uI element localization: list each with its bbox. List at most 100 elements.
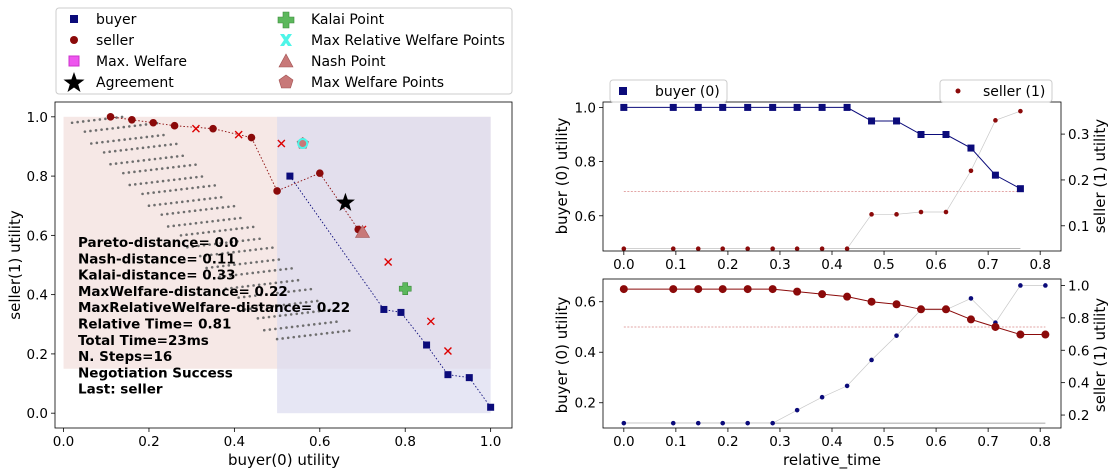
outcome-dot — [197, 198, 201, 202]
outcome-dot — [221, 264, 225, 268]
buyer-offer-point — [397, 308, 405, 316]
outcome-dot — [278, 314, 282, 318]
outcome-dot — [139, 123, 142, 127]
xtick-label: 0.6 — [925, 257, 946, 273]
left-xtick-label: 0.6 — [309, 434, 330, 450]
left-xtick-label: 0.8 — [394, 434, 415, 450]
stat-line: Kalai-distance= 0.33 — [78, 268, 236, 284]
buyer-utility-line — [623, 285, 1046, 424]
seller-utility-point — [621, 246, 627, 252]
left-ylabel: seller(1) utility — [6, 210, 24, 320]
seller-offer-point — [209, 124, 217, 133]
outcome-dot — [148, 158, 151, 161]
outcome-dot — [175, 201, 179, 204]
buyer-utility-point — [670, 420, 676, 426]
outcome-dot — [163, 143, 167, 147]
stat-line: Last: seller — [78, 382, 163, 398]
br-xlabel: relative_time — [783, 451, 881, 470]
seller-utility-point — [619, 285, 628, 294]
outcome-dot — [177, 165, 181, 168]
outcome-dot — [224, 241, 228, 244]
ytick-right-label: 0.6 — [1068, 343, 1089, 359]
outcome-dot — [142, 159, 146, 162]
outcome-dot — [227, 205, 230, 209]
outcome-dot — [158, 203, 162, 206]
outcome-dot — [156, 180, 159, 184]
buyer-utility-point — [744, 103, 752, 111]
outcome-dot — [233, 217, 237, 220]
outcome-dot — [329, 321, 333, 324]
outcome-dot — [109, 162, 112, 166]
outcome-dot — [259, 247, 263, 251]
outcome-dot — [156, 134, 160, 137]
outcome-dot — [153, 203, 156, 207]
outcome-dot — [81, 120, 85, 123]
outcome-dot — [215, 206, 219, 210]
outcome-dot — [94, 129, 98, 132]
outcome-dot — [151, 135, 154, 138]
outcome-dot — [281, 291, 285, 294]
outcome-dot — [185, 187, 189, 190]
outcome-dot — [229, 228, 233, 231]
rejected-offer-mark — [234, 130, 243, 139]
outcome-dot — [189, 176, 193, 180]
seller-utility-point — [1041, 330, 1050, 339]
outcome-dot — [105, 127, 109, 131]
utility-time-chart-bottom: 0.0 0.1 0.2 0.3 0.4 0.5 0.6 0.7 0.8 0.2 0.4 0.6 0.2 0… — [553, 278, 1109, 470]
outcome-dot — [181, 154, 185, 158]
outcome-dot — [144, 169, 147, 172]
outcome-dot — [273, 315, 276, 318]
outcome-dot — [219, 242, 223, 245]
outcome-dot — [235, 227, 238, 231]
left-ytick-label: 0.8 — [27, 169, 48, 185]
outcome-dot — [201, 231, 205, 235]
left-xtick-label: 0.4 — [224, 434, 245, 450]
outcome-dot — [133, 170, 136, 174]
outcome-dot — [307, 323, 310, 327]
outcome-dot — [260, 260, 264, 263]
outcome-dot — [119, 149, 123, 152]
left-ytick-label: 0.4 — [27, 288, 48, 304]
buyer-utility-point — [719, 103, 727, 111]
outcome-dot — [76, 120, 79, 124]
outcome-dot — [210, 207, 214, 211]
tr-legend-seller-label: seller (1) — [983, 84, 1045, 100]
outcome-dot — [210, 253, 213, 257]
outcome-dot — [291, 279, 294, 283]
outcome-dot — [145, 181, 148, 185]
outcome-dot — [123, 138, 126, 141]
outcome-dot — [312, 323, 316, 326]
seller-utility-point — [892, 300, 901, 309]
outcome-dot — [292, 335, 296, 339]
xtick-label: 0.4 — [821, 257, 842, 273]
seller-utility-point — [720, 246, 726, 252]
outcome-dot — [218, 229, 222, 233]
buyer-utility-point — [694, 103, 702, 111]
seller-utility-point — [695, 246, 701, 252]
outcome-dot — [213, 230, 216, 233]
seller-utility-point — [743, 285, 752, 294]
outcome-dot — [237, 250, 241, 253]
tr-legend-seller-marker — [955, 88, 961, 94]
legend-buyer-marker — [70, 15, 78, 23]
outcome-dot — [324, 321, 327, 325]
outcome-dot — [164, 202, 167, 206]
outcome-dot — [303, 334, 307, 338]
outcome-dot — [155, 167, 158, 171]
outcome-dot — [174, 188, 178, 192]
outcome-dot — [260, 306, 264, 309]
outcome-space-chart: 0.0 0.2 0.4 0.6 0.8 1.0 0.0 0.2 0.4 0.6 0.8 1.0 bu… — [6, 101, 513, 469]
buyer-utility-point — [695, 420, 701, 426]
xtick-label: 0.0 — [613, 257, 634, 273]
outcome-dot — [323, 309, 326, 312]
seller-utility-point — [745, 246, 750, 252]
outcome-dot — [216, 219, 220, 222]
buyer-utility-point — [991, 171, 999, 179]
outcome-dot — [210, 266, 214, 269]
outcome-dot — [219, 195, 223, 199]
rejected-offer-mark — [443, 346, 452, 355]
outcome-dot — [133, 124, 137, 128]
outcome-dot — [268, 269, 271, 273]
outcome-dot — [298, 289, 302, 292]
outcome-dot — [125, 160, 129, 164]
